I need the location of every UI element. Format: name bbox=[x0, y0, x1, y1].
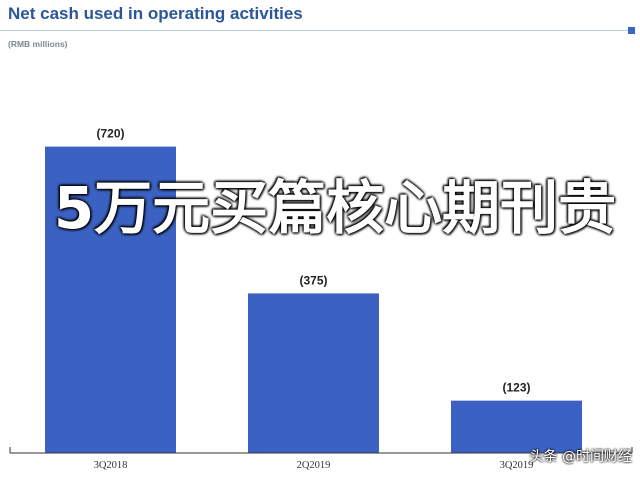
x-tick-label: 3Q2019 bbox=[500, 460, 534, 471]
x-tick-label: 2Q2019 bbox=[297, 460, 331, 471]
overlay-caption: 5万元买篇核心期刊贵 bbox=[30, 172, 640, 244]
bar bbox=[248, 293, 379, 453]
data-label: (720) bbox=[96, 127, 124, 141]
data-label: (123) bbox=[502, 381, 530, 395]
x-tick-label: 3Q2018 bbox=[94, 460, 128, 471]
watermark: 头条 @时间财经 bbox=[530, 446, 632, 466]
data-label: (375) bbox=[299, 273, 327, 287]
